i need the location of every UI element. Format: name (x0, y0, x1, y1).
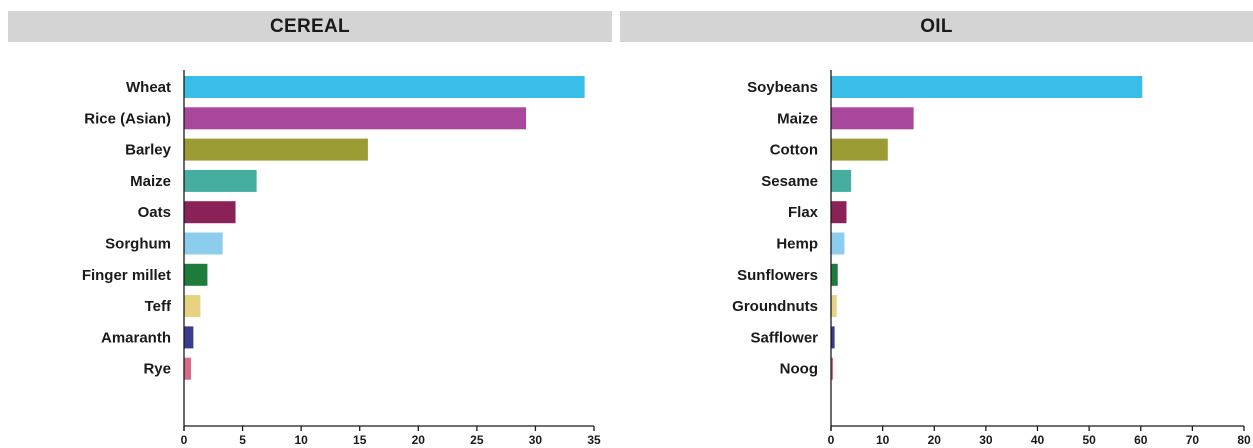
cereal-x-tick-label: 20 (412, 433, 426, 447)
cereal-category-label: Sorghum (105, 236, 171, 253)
oil-bar-safflower (831, 326, 835, 349)
oil-category-label: Noog (780, 361, 818, 378)
oil-bar-chart: Soybeans Maize Cotton Sesame Flax Hemp Sunflow… (732, 70, 1251, 447)
cereal-x-tick-label: 30 (529, 433, 543, 447)
cereal-category-label: Wheat (126, 79, 171, 96)
oil-panel: OIL Soybeans Maize Cotton Sesame Flax Hemp Sun… (620, 0, 1253, 448)
cereal-category-label: Oats (138, 204, 171, 221)
oil-bar-cotton (831, 138, 888, 161)
oil-x-tick-label: 10 (876, 433, 890, 447)
cereal-category-label: Rye (143, 361, 171, 378)
oil-x-tick-label: 80 (1237, 433, 1251, 447)
oil-category-label: Groundnuts (732, 298, 818, 315)
cereal-bar-wheat (184, 76, 585, 98)
cereal-category-label: Amaranth (101, 329, 171, 346)
oil-category-label: Hemp (776, 236, 818, 253)
oil-bar-sunflowers (831, 263, 838, 286)
cereal-x-tick-label: 35 (587, 433, 601, 447)
oil-chart-title: OIL (620, 11, 1253, 42)
cereal-x-tick-label: 0 (181, 433, 188, 447)
cereal-x-tick-label: 10 (294, 433, 308, 447)
cereal-category-label: Teff (145, 298, 172, 315)
oil-bar-sesame (831, 169, 852, 192)
oil-category-label: Maize (777, 110, 818, 127)
oil-x-tick-label: 0 (828, 433, 835, 447)
cereal-category-label: Rice (Asian) (84, 110, 171, 127)
oil-x-tick-label: 60 (1134, 433, 1148, 447)
cereal-chart-title: CEREAL (8, 11, 612, 42)
cereal-bar-rye (184, 357, 192, 380)
oil-bar-flax (831, 201, 847, 224)
oil-bar-soybeans (831, 76, 1143, 98)
cereal-bar-sorghum (184, 232, 223, 255)
oil-x-tick-label: 40 (1031, 433, 1045, 447)
cereal-category-label: Maize (130, 173, 171, 190)
oil-x-tick-label: 50 (1082, 433, 1096, 447)
oil-category-label: Flax (788, 204, 819, 221)
oil-bar-noog (831, 357, 834, 380)
oil-category-label: Soybeans (747, 79, 818, 96)
cereal-category-label: Barley (125, 142, 172, 159)
cereal-bar-teff (184, 295, 201, 318)
oil-bar-maize (831, 107, 914, 130)
oil-category-label: Sesame (761, 173, 818, 190)
cereal-bar-maize (184, 169, 257, 192)
cereal-bar-amaranth (184, 326, 194, 349)
cereal-bar-rice-asian (184, 107, 527, 130)
cereal-category-label: Finger millet (82, 267, 171, 284)
oil-category-label: Cotton (770, 142, 818, 159)
cereal-bar-finger-millet (184, 263, 208, 286)
oil-x-tick-label: 30 (979, 433, 993, 447)
cereal-x-tick-label: 25 (470, 433, 484, 447)
oil-bar-groundnuts (831, 295, 837, 318)
cereal-x-tick-label: 15 (353, 433, 367, 447)
oil-category-label: Sunflowers (737, 267, 818, 284)
cereal-bar-oats (184, 201, 236, 224)
cereal-x-tick-label: 5 (239, 433, 246, 447)
oil-x-tick-label: 20 (928, 433, 942, 447)
cereal-bar-chart: Wheat Rice (Asian) Barley Maize Oats Sorghum F… (82, 70, 601, 447)
oil-bar-hemp (831, 232, 845, 255)
cereal-panel: CEREAL Wheat Rice (Asian) Barley Maize Oats S… (0, 0, 620, 448)
oil-x-tick-label: 70 (1186, 433, 1200, 447)
oil-category-label: Safflower (750, 329, 818, 346)
cereal-bar-barley (184, 138, 368, 161)
